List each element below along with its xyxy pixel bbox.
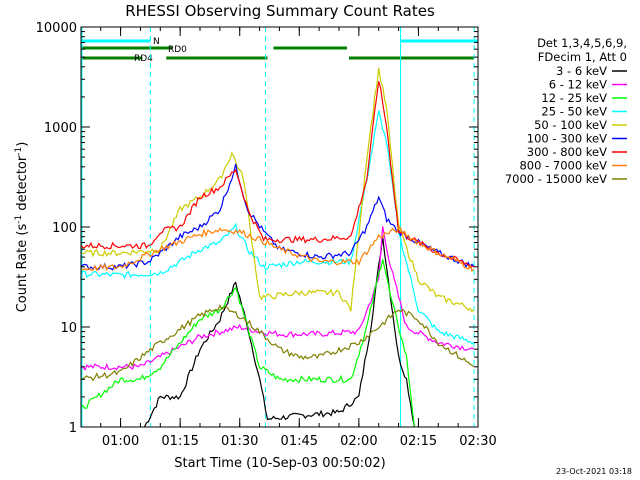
series-line-7000-15000-kev [81, 303, 475, 382]
legend-label-50-100-kev: 50 - 100 keV [534, 118, 607, 132]
legend-header-line: FDecim 1, Att 0 [538, 50, 627, 64]
series-line-3-6-kev [143, 236, 416, 427]
x-axis: 01:00 01:15 01:30 01:45 02:00 02:15 02:30 [100, 27, 497, 449]
legend-label-7000-15000-kev: 7000 - 15000 keV [505, 172, 607, 186]
y-tick-label: 1 [69, 421, 77, 436]
legend-label-25-50-kev: 25 - 50 keV [541, 105, 607, 119]
night-boundaries [81, 27, 475, 427]
y-axis: 1 10 100 1000 10000 [36, 21, 478, 436]
legend-label-3-6-kev: 3 - 6 keV [556, 64, 607, 78]
flag-label-rd0: RD0 [168, 45, 187, 55]
series-line-6-12-kev [81, 226, 475, 371]
x-tick-label: 02:15 [400, 434, 437, 449]
flag-label-rd4: RD4 [134, 54, 153, 64]
x-tick-label: 01:15 [161, 434, 198, 449]
plot-frame [80, 26, 479, 428]
series-line-300-800-kev [81, 81, 475, 269]
series-line-25-50-kev [81, 110, 475, 345]
series-line-100-300-kev [81, 163, 475, 271]
series-line-800-7000-kev [81, 225, 475, 273]
chart-title: RHESSI Observing Summary Count Rates [125, 2, 435, 20]
x-tick-label: 01:00 [102, 434, 139, 449]
x-axis-title: Start Time (10-Sep-03 00:50:02) [174, 456, 385, 471]
legend: Det 1,3,4,5,6,9,FDecim 1, Att 03 - 6 keV… [505, 36, 627, 186]
legend-label-6-12-kev: 6 - 12 keV [549, 78, 607, 92]
legend-label-100-300-kev: 100 - 300 keV [527, 132, 607, 146]
x-tick-label: 02:00 [340, 434, 377, 449]
legend-label-800-7000-kev: 800 - 7000 keV [519, 159, 607, 173]
legend-label-12-25-kev: 12 - 25 keV [541, 91, 607, 105]
flag-label-n: N [153, 37, 160, 47]
x-tick-label: 01:30 [221, 434, 258, 449]
y-tick-label: 10 [60, 321, 77, 336]
series-layer [81, 67, 475, 427]
y-tick-label: 10000 [36, 21, 77, 36]
x-tick-label: 02:30 [459, 434, 496, 449]
series-line-12-25-kev [81, 259, 416, 427]
y-tick-label: 100 [52, 221, 77, 236]
legend-header-line: Det 1,3,4,5,6,9, [537, 36, 627, 50]
y-axis-title: Count Rate (s-1 detector-1) [14, 142, 30, 313]
x-tick-label: 01:45 [281, 434, 318, 449]
attenuator-flags: N RD0 RD4 [81, 37, 478, 64]
footer-date: 23-Oct-2021 03:18 [556, 467, 632, 476]
y-tick-label: 1000 [44, 121, 77, 136]
legend-label-300-800-kev: 300 - 800 keV [527, 145, 607, 159]
